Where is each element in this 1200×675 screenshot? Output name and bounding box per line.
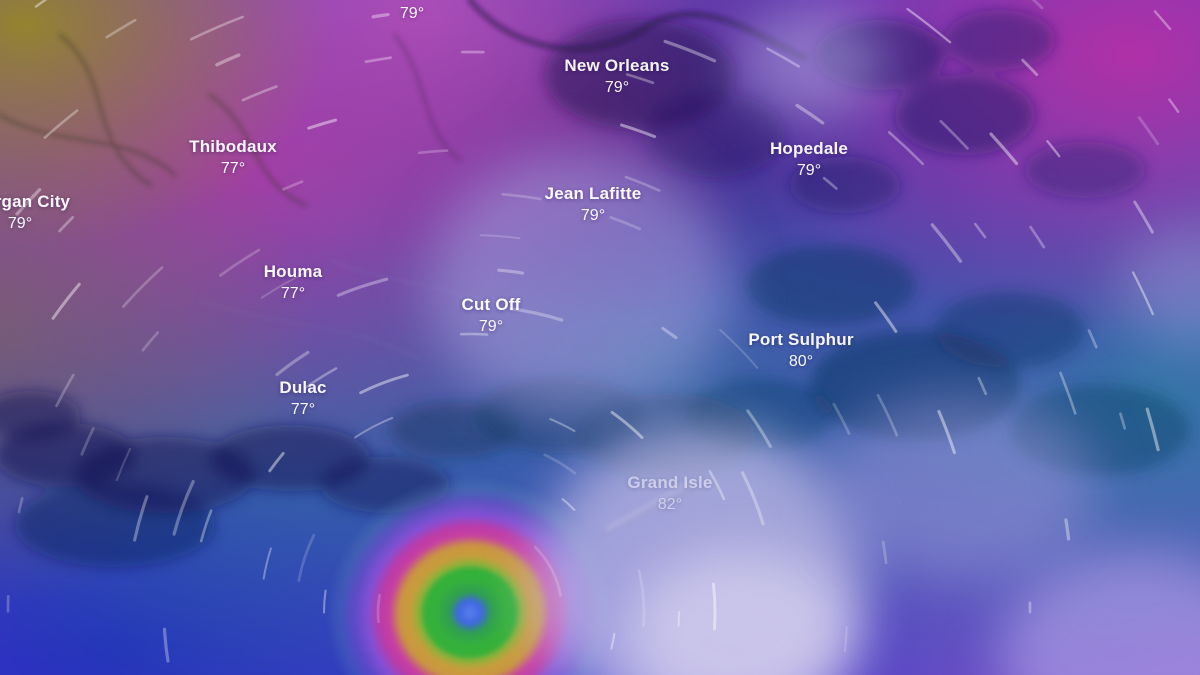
city-label: Grand Isle 82° [627, 473, 712, 514]
cloud-overlay [430, 150, 730, 420]
city-temperature: 79° [580, 207, 606, 224]
city-label: Cut Off 79° [462, 295, 521, 336]
city-label: Hopedale 79° [770, 139, 848, 180]
city-name: Thibodaux [189, 137, 277, 156]
city-name: Houma [263, 262, 323, 281]
cloud-overlay [825, 395, 1095, 580]
city-label: Jean Lafitte 79° [545, 184, 642, 225]
city-name: New Orleans [564, 56, 670, 75]
city-name: Morgan City [0, 192, 71, 211]
city-temperature: 80° [788, 353, 814, 370]
city-name: Port Sulphur [748, 330, 854, 349]
landmass-shapes [0, 10, 1190, 567]
city-name: Jean Lafitte [544, 184, 642, 203]
city-label: Thibodaux 77° [189, 137, 277, 178]
city-label: Houma 77° [264, 262, 323, 303]
city-temperature: 82° [657, 496, 683, 513]
city-temperature: 77° [290, 401, 316, 418]
city-temperature: 77° [280, 285, 306, 302]
city-name: Dulac [279, 378, 327, 397]
city-temperature: 79° [604, 79, 630, 96]
city-label: New Orleans 79° [564, 56, 669, 97]
city-name: Grand Isle [627, 473, 713, 492]
city-temperature: 79° [478, 318, 504, 335]
city-name: Hopedale [769, 139, 849, 158]
cloud-overlay [735, 5, 885, 120]
city-temperature: 77° [220, 160, 246, 177]
city-temperature: 79° [7, 215, 33, 232]
city-name: Cut Off [461, 295, 521, 314]
city-label: 79° [400, 2, 424, 23]
cloud-overlay [625, 550, 855, 675]
city-label: Port Sulphur 80° [748, 330, 853, 371]
city-label: Dulac 77° [279, 378, 326, 419]
city-temperature: 79° [796, 162, 822, 179]
city-label: Morgan City 79° [0, 192, 70, 233]
city-temperature: 79° [399, 5, 425, 22]
